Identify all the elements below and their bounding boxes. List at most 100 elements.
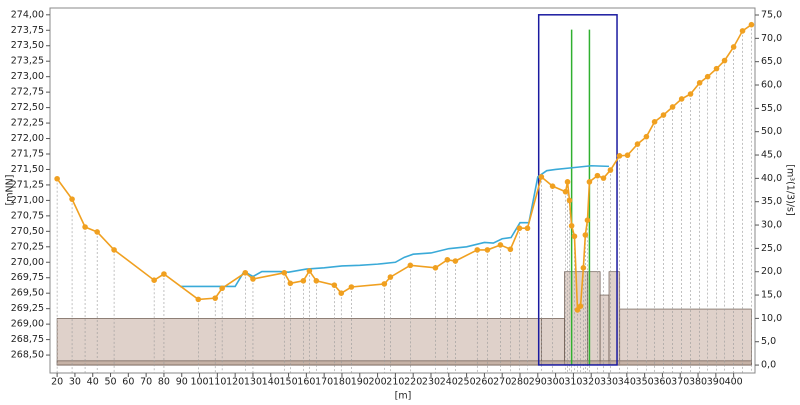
series-line [179,164,610,288]
point [432,265,439,271]
point [687,91,694,97]
point [678,96,685,102]
point [452,258,459,264]
y2-tick-label: 25,0 [761,243,782,254]
y2-tick-label: 75,0 [761,10,782,21]
point [577,303,584,309]
point [643,133,650,140]
point [574,307,581,313]
point [549,183,556,189]
y2-tick-label: 30,0 [761,220,782,231]
highlight-box [537,14,618,366]
y-tick-label: 268,50 [11,350,44,361]
y2-tick-label: 45,0 [761,150,782,161]
x-tick-label: 360 [653,377,671,388]
x-tick-label: 220 [404,377,422,388]
y-tick-label: 271,50 [11,164,44,175]
y-tick-label: 271,25 [11,179,44,190]
point [739,28,746,34]
x-axis-label: [m] [395,391,412,402]
x-tick-label: 100 [190,377,208,388]
y-tick-label: 273,50 [11,40,44,51]
x-tick-label: 20 [51,377,63,388]
bar [56,318,542,366]
y-tick-label: 272,00 [11,133,44,144]
y2-tick-label: 0,0 [761,360,776,371]
point [219,285,225,292]
point [348,284,355,290]
point [713,65,720,72]
x-tick-label: 260 [475,377,493,388]
x-tick-label: 380 [689,377,707,388]
y-tick-label: 270,75 [11,210,44,221]
x-tick-label: 60 [122,377,134,388]
x-tick-label: 230 [422,377,440,388]
x-tick-label: 400 [725,377,743,388]
point [564,179,571,185]
point [607,167,614,173]
x-tick-label: 340 [618,377,636,388]
x-tick-label: 330 [600,377,618,388]
y-tick-label: 272,50 [11,102,44,113]
point [571,233,578,240]
x-tick-label: 30 [69,377,81,388]
point [704,73,711,80]
point [524,225,531,232]
point [300,278,307,284]
point [580,265,587,271]
point [584,217,591,223]
x-tick-label: 310 [564,377,582,388]
y2-tick-label: 5,0 [761,336,776,347]
y-tick-label: 269,25 [11,303,44,314]
y-tick-label: 270,50 [11,226,44,237]
y2-tick-label: 70,0 [761,33,782,44]
bar [541,318,565,366]
point [161,271,167,277]
point [582,232,589,238]
y2-tick-label: 65,0 [761,56,782,67]
x-tick-label: 250 [458,377,476,388]
point [82,224,88,230]
y-tick-label: 269,00 [11,319,44,330]
x-tick-label: 200 [369,377,387,388]
point [586,179,593,185]
x-tick-label: 350 [636,377,654,388]
point [250,276,256,282]
x-tick-label: 80 [158,377,170,388]
y2-tick-label: 10,0 [761,313,782,324]
point [331,282,338,288]
point [497,242,504,248]
point [151,277,157,284]
x-tick-label: 120 [226,377,244,388]
point [287,280,294,287]
y2-tick-label: 55,0 [761,103,782,114]
x-tick-label: 130 [244,377,262,388]
point [313,278,320,284]
y2-tick-label: 60,0 [761,80,782,91]
y2-tick-label: 50,0 [761,126,782,137]
point [242,269,249,276]
y2-tick-label: 40,0 [761,173,782,184]
y2-tick-label: 15,0 [761,290,782,301]
point [381,281,388,287]
y-tick-label: 272,25 [11,118,44,129]
bar [56,360,752,366]
point [730,44,737,50]
point [69,196,75,202]
point [660,112,667,118]
point [111,247,117,253]
point [484,247,491,253]
x-tick-label: 110 [208,377,226,388]
point [594,172,601,179]
point [538,174,545,180]
point [444,256,451,263]
y-tick-label: 274,00 [11,9,44,20]
x-tick-label: 90 [176,377,188,388]
point [507,246,514,253]
point [562,188,569,195]
point [748,21,755,28]
y-tick-label: 269,75 [11,272,44,283]
x-tick-label: 270 [493,377,511,388]
y-tick-label: 268,75 [11,334,44,345]
